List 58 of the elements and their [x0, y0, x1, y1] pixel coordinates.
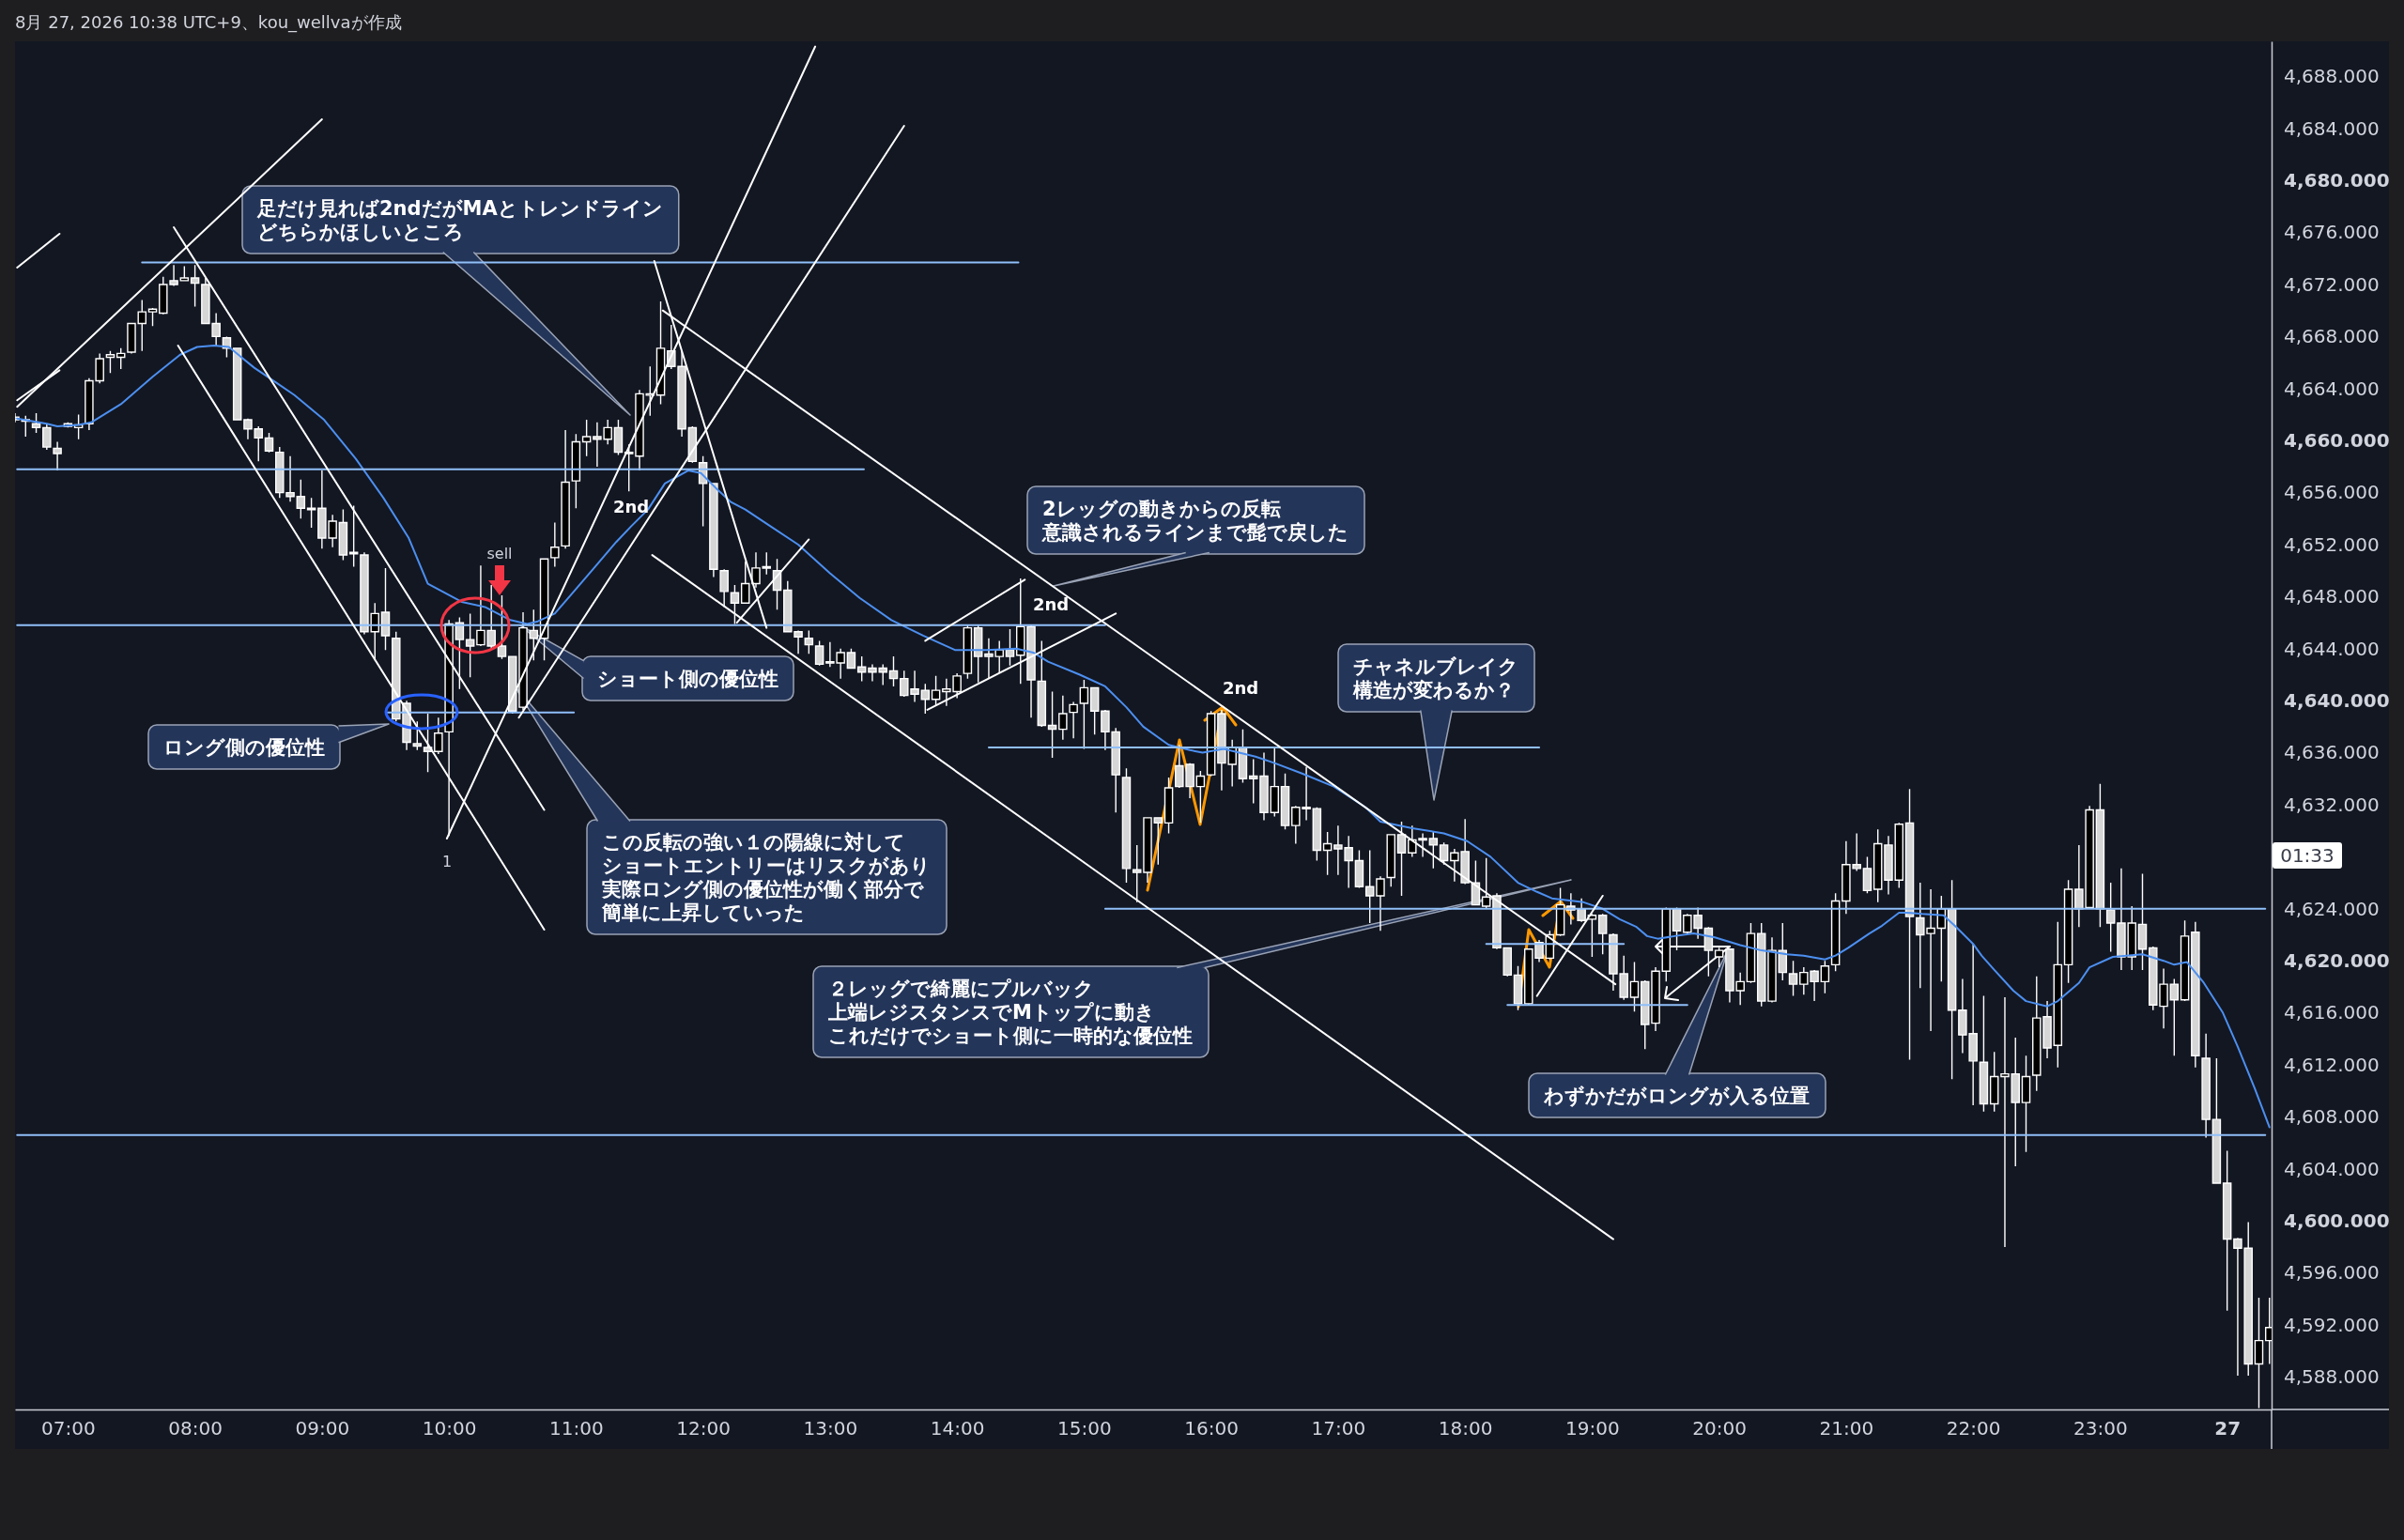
- annotation: 2nd: [1222, 677, 1259, 698]
- y-tick-label: 4,676.000: [2284, 221, 2380, 244]
- annotation: ショート側の優位性: [597, 667, 778, 690]
- annotation: ２レッグで綺麗にプルバック上端レジスタンスでMトップに動きこれだけでショート側に一時的な優位性: [827, 977, 1193, 1047]
- y-tick-label: 4,592.000: [2284, 1313, 2380, 1336]
- annotation: 2nd: [612, 496, 650, 516]
- y-tick-label: 4,664.000: [2284, 377, 2380, 400]
- x-tick-label: 21:00: [1819, 1417, 1874, 1440]
- x-tick-label: 27: [2214, 1417, 2242, 1440]
- x-tick-label: 10:00: [422, 1417, 477, 1440]
- y-tick-label: 4,588.000: [2284, 1365, 2380, 1389]
- x-tick-label: 16:00: [1184, 1417, 1239, 1440]
- x-tick-label: 12:00: [676, 1417, 731, 1440]
- chart-title: 8月 27, 2026 10:38 UTC+9、kou_wellvaが作成: [15, 11, 402, 33]
- y-tick-label: 4,608.000: [2284, 1105, 2380, 1129]
- x-tick-label: 17:00: [1311, 1417, 1366, 1440]
- y-tick-label: 4,672.000: [2284, 272, 2380, 296]
- annotation: わずかだがロングが入る位置: [1543, 1084, 1810, 1107]
- y-tick-label: 4,632.000: [2284, 793, 2380, 816]
- x-tick-label: 08:00: [168, 1417, 223, 1440]
- x-tick-label: 15:00: [1057, 1417, 1112, 1440]
- y-tick-label: 4,688.000: [2284, 65, 2380, 88]
- y-tick-label: 4,652.000: [2284, 532, 2380, 556]
- y-tick-label: 4,616.000: [2284, 1001, 2380, 1024]
- x-tick-label: 11:00: [549, 1417, 604, 1440]
- y-tick-label: 4,680.000: [2284, 169, 2390, 192]
- y-tick-label: 4,640.000: [2284, 689, 2390, 713]
- x-tick-label: 19:00: [1565, 1417, 1620, 1440]
- y-tick-label: 4,644.000: [2284, 637, 2380, 660]
- x-tick-label: 20:00: [1692, 1417, 1747, 1440]
- x-tick-label: 14:00: [930, 1417, 985, 1440]
- annotation: チャネルブレイク構造が変わるか？: [1352, 654, 1518, 701]
- y-tick-label: 4,636.000: [2284, 741, 2380, 764]
- y-tick-label: 4,624.000: [2284, 897, 2380, 920]
- y-tick-label: 4,660.000: [2284, 429, 2390, 453]
- x-tick-label: 09:00: [295, 1417, 350, 1440]
- x-tick-label: 23:00: [2073, 1417, 2128, 1440]
- x-tick-label: 18:00: [1438, 1417, 1493, 1440]
- annotation: 2nd: [1032, 593, 1070, 614]
- text: 01:33: [2280, 844, 2335, 867]
- y-tick-label: 4,648.000: [2284, 585, 2380, 608]
- x-tick-label: 22:00: [1946, 1417, 2001, 1440]
- y-tick-label: 4,656.000: [2284, 481, 2380, 504]
- annotation: 足だけ見れば2ndだがMAとトレンドラインどちらかほしいところ: [256, 196, 663, 243]
- y-tick-label: 4,596.000: [2284, 1261, 2380, 1285]
- x-tick-label: 13:00: [803, 1417, 858, 1440]
- annotation: ロング側の優位性: [163, 735, 325, 759]
- y-tick-label: 4,604.000: [2284, 1157, 2380, 1180]
- y-tick-label: 4,620.000: [2284, 949, 2390, 973]
- y-tick-label: 4,684.000: [2284, 116, 2380, 140]
- annotation: 2レッグの動きからの反転意識されるラインまで髭で戻した: [1041, 497, 1348, 544]
- y-tick-label: 4,612.000: [2284, 1053, 2380, 1076]
- y-tick-label: 4,600.000: [2284, 1209, 2390, 1233]
- x-tick-label: 07:00: [41, 1417, 96, 1440]
- annotation: この反転の強い１の陽線に対してショートエントリーはリスクがあり実際ロング側の優位性が働く部分で簡単に上昇していった: [601, 830, 931, 924]
- annotation: 1: [441, 852, 453, 870]
- annotation: sell: [486, 544, 513, 562]
- y-tick-label: 4,668.000: [2284, 325, 2380, 348]
